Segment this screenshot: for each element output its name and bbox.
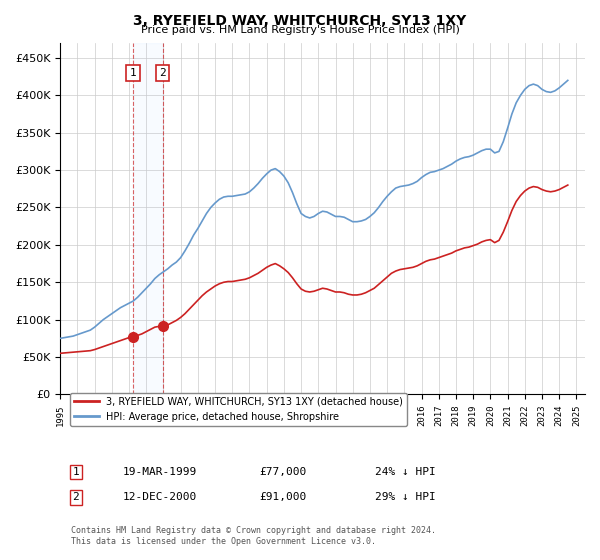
Text: £77,000: £77,000 [260,467,307,477]
Text: 1: 1 [130,68,136,78]
Text: £91,000: £91,000 [260,492,307,502]
Text: 12-DEC-2000: 12-DEC-2000 [123,492,197,502]
Text: 24% ↓ HPI: 24% ↓ HPI [375,467,436,477]
Text: Contains HM Land Registry data © Crown copyright and database right 2024.
This d: Contains HM Land Registry data © Crown c… [71,526,436,545]
Text: 3, RYEFIELD WAY, WHITCHURCH, SY13 1XY: 3, RYEFIELD WAY, WHITCHURCH, SY13 1XY [133,14,467,28]
Text: 29% ↓ HPI: 29% ↓ HPI [375,492,436,502]
Text: 19-MAR-1999: 19-MAR-1999 [123,467,197,477]
Text: 2: 2 [159,68,166,78]
Bar [133,43,163,394]
Text: 1: 1 [73,467,79,477]
Text: 2: 2 [73,492,79,502]
Text: Price paid vs. HM Land Registry's House Price Index (HPI): Price paid vs. HM Land Registry's House … [140,25,460,35]
Legend: 3, RYEFIELD WAY, WHITCHURCH, SY13 1XY (detached house), HPI: Average price, deta: 3, RYEFIELD WAY, WHITCHURCH, SY13 1XY (d… [70,393,407,426]
